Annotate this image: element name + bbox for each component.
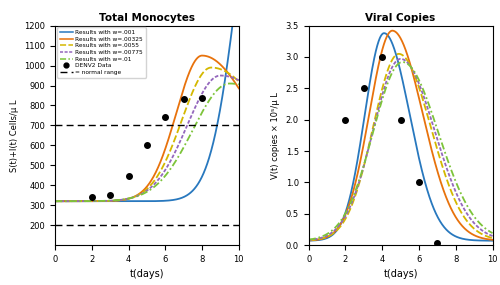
- Point: [360, 86, 368, 91]
- Point: [106, 193, 114, 198]
- Point: [415, 180, 423, 185]
- Title: Total Monocytes: Total Monocytes: [99, 13, 195, 23]
- Point: [342, 117, 349, 122]
- Point: [143, 143, 151, 148]
- Point: [162, 115, 170, 120]
- Point: [378, 55, 386, 59]
- Y-axis label: S(t)+I(t) Cells/μ L: S(t)+I(t) Cells/μ L: [10, 99, 18, 172]
- Y-axis label: V(t) copies × 10⁵/μ L: V(t) copies × 10⁵/μ L: [271, 92, 280, 179]
- Point: [396, 117, 404, 122]
- Legend: Results with w=.001, Results with w=.00325, Results with w=.0055, Results with w: Results with w=.001, Results with w=.003…: [57, 27, 146, 78]
- Point: [434, 240, 442, 245]
- Point: [198, 96, 206, 101]
- X-axis label: t(days): t(days): [130, 269, 164, 279]
- X-axis label: t(days): t(days): [384, 269, 418, 279]
- Point: [88, 195, 96, 200]
- Title: Viral Copies: Viral Copies: [366, 13, 436, 23]
- Point: [180, 97, 188, 102]
- Point: [124, 174, 132, 178]
